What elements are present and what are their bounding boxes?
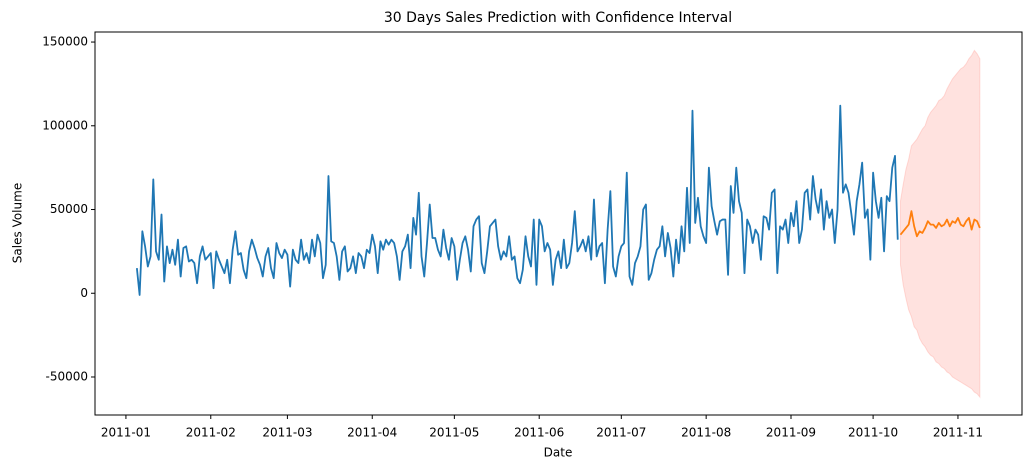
x-tick-label: 2011-06 bbox=[514, 426, 564, 440]
x-tick-label: 2011-08 bbox=[681, 426, 731, 440]
x-tick-label: 2011-09 bbox=[766, 426, 816, 440]
y-axis-label: Sales Volume bbox=[11, 183, 25, 263]
chart-title: 30 Days Sales Prediction with Confidence… bbox=[384, 10, 732, 26]
x-tick-label: 2011-07 bbox=[596, 426, 646, 440]
y-tick-label: 150000 bbox=[42, 35, 88, 49]
data-line bbox=[135, 104, 899, 296]
x-tick-label: 2011-05 bbox=[429, 426, 479, 440]
x-axis-label: Date bbox=[544, 446, 573, 460]
x-tick-label: 2011-11 bbox=[933, 426, 983, 440]
y-tick-label: 50000 bbox=[50, 202, 88, 216]
x-tick-label: 2011-01 bbox=[101, 426, 151, 440]
x-tick-label: 2011-10 bbox=[848, 426, 898, 440]
x-tick-label: 2011-02 bbox=[186, 426, 236, 440]
plot-frame bbox=[94, 31, 1023, 416]
y-tick-label: 0 bbox=[80, 286, 88, 300]
x-tick-label: 2011-04 bbox=[347, 426, 397, 440]
y-tick-label: -50000 bbox=[45, 369, 88, 383]
data-line bbox=[899, 210, 981, 238]
y-tick-label: 100000 bbox=[42, 118, 88, 132]
x-tick-label: 2011-03 bbox=[262, 426, 312, 440]
